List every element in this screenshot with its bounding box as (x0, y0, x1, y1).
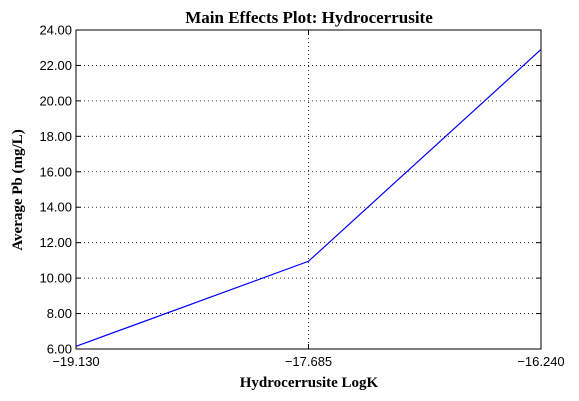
y-tick-label: 6.00 (47, 342, 72, 357)
y-tick-label: 18.00 (39, 129, 72, 144)
y-tick-label: 14.00 (39, 200, 72, 215)
y-tick-label: 8.00 (47, 306, 72, 321)
series-layer (75, 49, 542, 347)
x-tick-labels: −19.130 −17.685 −16.240 (52, 354, 564, 369)
x-tick-label: −17.685 (285, 354, 332, 369)
grid-lines (75, 29, 542, 350)
y-tick-label: 22.00 (39, 58, 72, 73)
series-line (75, 49, 542, 347)
y-tick-labels: 6.00 8.00 10.00 12.00 14.00 16.00 18.00 20.00 22… (39, 23, 72, 357)
y-tick-label: 24.00 (39, 23, 72, 38)
y-axis-label: Average Pb (mg/L) (10, 129, 26, 250)
y-tick-label: 20.00 (39, 93, 72, 108)
y-tick-label: 12.00 (39, 235, 72, 250)
axis-ticks (75, 29, 542, 350)
x-tick-label: −16.240 (517, 354, 564, 369)
plot-frame (75, 29, 542, 350)
x-axis-label: Hydrocerrusite LogK (240, 375, 379, 391)
y-tick-label: 16.00 (39, 164, 72, 179)
chart-title: Main Effects Plot: Hydrocerrusite (185, 8, 433, 27)
y-tick-label: 10.00 (39, 271, 72, 286)
x-tick-label: −19.130 (52, 354, 99, 369)
